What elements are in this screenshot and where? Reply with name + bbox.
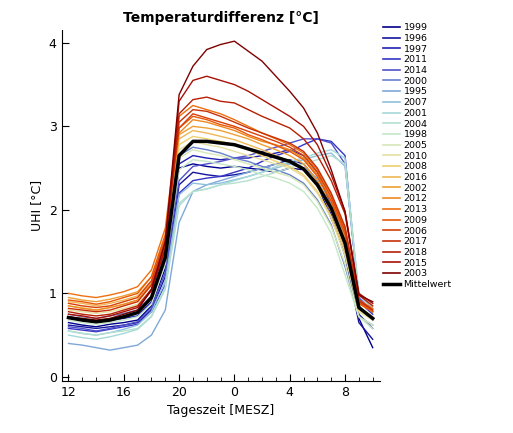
- Y-axis label: UHI [°C]: UHI [°C]: [30, 180, 43, 231]
- Title: Temperaturdifferenz [°C]: Temperaturdifferenz [°C]: [123, 11, 319, 25]
- Legend: 1999, 1996, 1997, 2011, 2014, 2000, 1995, 2007, 2001, 2004, 1998, 2005, 2010, 20: 1999, 1996, 1997, 2011, 2014, 2000, 1995…: [383, 23, 452, 289]
- X-axis label: Tageszeit [MESZ]: Tageszeit [MESZ]: [167, 404, 274, 417]
